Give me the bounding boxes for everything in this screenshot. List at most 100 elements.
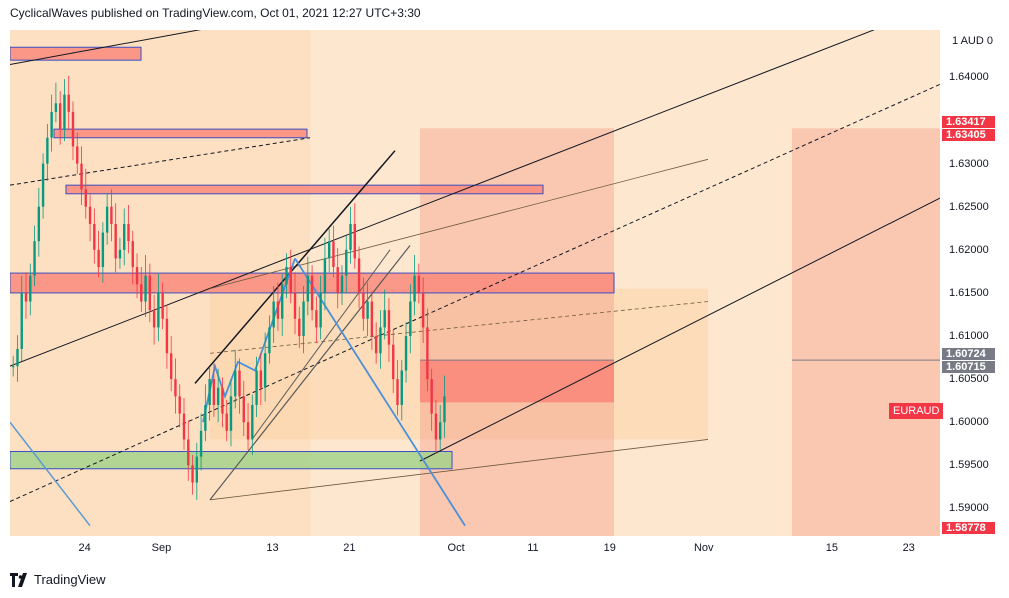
candle-body	[443, 396, 446, 423]
wedge-bottom	[209, 439, 709, 501]
candle-body	[426, 327, 429, 380]
candle-body	[20, 292, 23, 349]
candle-body	[41, 163, 45, 207]
candle-body	[353, 223, 356, 259]
candle-body	[76, 146, 79, 164]
tradingview-logo-icon	[10, 572, 27, 587]
candle-body	[345, 249, 348, 276]
candle-body	[319, 292, 322, 328]
time-axis[interactable]: 24 Sep 13 21 Oct 11 19 Nov 15 23	[10, 536, 940, 560]
time-tick-label: 21	[343, 542, 356, 554]
price-axis[interactable]: 1 AUD 0 1.640001.635001.630001.625001.62…	[940, 30, 1009, 536]
price-tick-label: 1.61000	[949, 330, 989, 342]
candle-body	[255, 370, 258, 405]
candle-body	[204, 404, 207, 431]
candle-body	[29, 275, 32, 302]
candle-body	[114, 223, 117, 259]
price-chart-plot[interactable]	[10, 30, 940, 536]
candle-body	[370, 301, 374, 337]
candles	[12, 75, 446, 500]
main-channel-top	[10, 30, 875, 367]
candle-body	[225, 413, 228, 431]
candle-body	[50, 111, 53, 138]
channel-mid-upper	[10, 137, 311, 186]
candle-body	[135, 267, 139, 285]
candle-body	[54, 103, 58, 112]
trend-channels	[10, 30, 940, 527]
candle-body	[157, 292, 160, 328]
candle-body	[413, 275, 416, 302]
chart-canvas[interactable]	[10, 30, 940, 536]
candle-body	[242, 396, 245, 423]
candle-body	[84, 189, 87, 207]
candle-body	[349, 223, 352, 250]
time-tick-label: 23	[902, 542, 915, 554]
price-level-label: 1.60715	[942, 360, 995, 373]
candle-body	[71, 111, 75, 147]
candle-body	[298, 318, 301, 337]
candle-body	[336, 267, 339, 293]
candle-body	[131, 241, 134, 268]
price-tick-label: 1.62000	[949, 243, 989, 256]
candle-body	[152, 310, 156, 328]
candle-body	[187, 439, 190, 466]
candle-body	[24, 292, 28, 302]
candle-body	[63, 94, 66, 130]
candle-body	[33, 241, 36, 276]
price-tick-label: 1.59500	[949, 459, 989, 472]
publisher-header: CyclicalWaves published on TradingView.c…	[10, 6, 421, 20]
candle-body	[12, 366, 15, 368]
candle-body	[315, 310, 318, 328]
candle-body	[97, 249, 100, 268]
candle-body	[430, 379, 433, 414]
price-level-label: 1.63405	[942, 128, 995, 141]
candle-body	[306, 275, 310, 302]
price-level-label: 1.63417	[942, 115, 995, 128]
candle-body	[392, 344, 395, 380]
price-tick-label: 1.59000	[949, 502, 989, 515]
candle-body	[276, 301, 280, 319]
time-tick-label: Sep	[151, 542, 172, 554]
zone-red-nov	[792, 128, 940, 536]
time-tick-label: 15	[825, 542, 838, 554]
candle-body	[67, 94, 70, 112]
candle-body	[379, 327, 382, 354]
candle-body	[310, 275, 314, 311]
support-box-green	[10, 451, 453, 470]
price-level-label: 1.58778	[942, 521, 995, 534]
candle-body	[323, 258, 327, 293]
candle-body	[221, 387, 224, 414]
candle-body	[37, 206, 41, 242]
candle-body	[105, 206, 109, 233]
candle-body	[161, 292, 164, 319]
candle-body	[148, 275, 152, 311]
candle-body	[174, 379, 177, 397]
candle-body	[199, 430, 203, 457]
candle-body	[80, 163, 83, 190]
candle-body	[396, 379, 399, 405]
candle-body	[140, 284, 143, 302]
candle-body	[123, 223, 126, 250]
resistance-box-top	[10, 46, 142, 61]
price-tick-label: 1.62500	[949, 200, 989, 213]
rising-channel-line	[209, 245, 411, 501]
candle-body	[229, 396, 233, 431]
candle-body	[165, 318, 169, 354]
candle-body	[93, 223, 96, 250]
wedge-top	[209, 158, 709, 289]
candle-body	[387, 310, 391, 345]
candle-body	[374, 336, 378, 354]
symbol-label: EURAUD	[889, 403, 944, 419]
price-tick-label: 1.60000	[949, 416, 989, 429]
candle-body	[88, 206, 92, 224]
candle-body	[409, 301, 412, 337]
wave-polyline	[202, 258, 296, 423]
time-tick-label: Oct	[447, 542, 465, 554]
candle-body	[127, 223, 130, 242]
candle-body	[58, 103, 62, 130]
main-channel-bottom	[419, 197, 940, 462]
candle-body	[216, 387, 220, 405]
price-tick-label: 1.61500	[949, 286, 989, 299]
steep-trendline	[194, 150, 396, 384]
footer-brand[interactable]: TradingView	[10, 572, 106, 587]
